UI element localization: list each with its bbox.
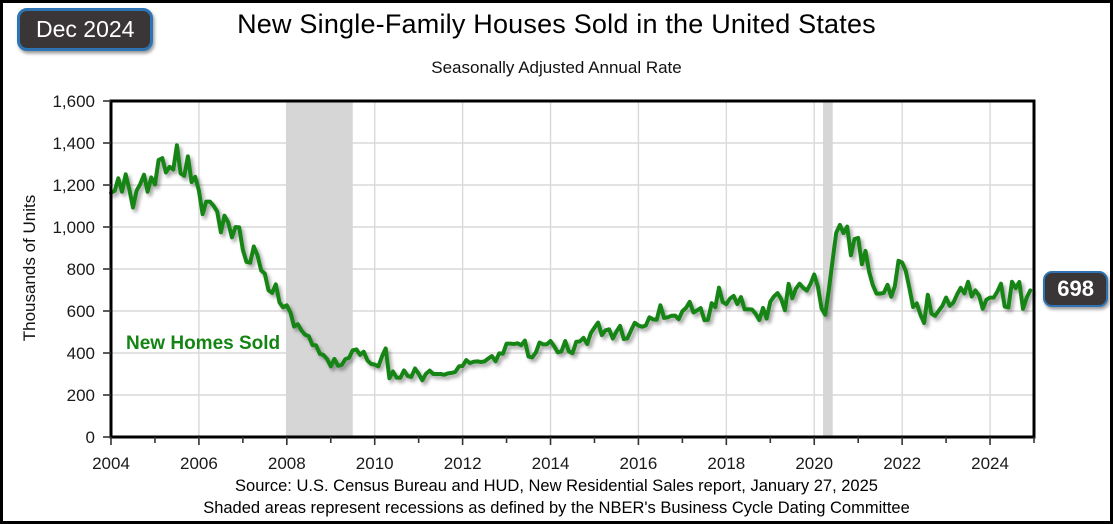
series-label: New Homes Sold: [126, 333, 281, 354]
x-tick-label: 2008: [268, 454, 306, 473]
y-tick-label: 1,600: [52, 92, 95, 111]
y-tick-label: 1,000: [52, 218, 95, 237]
y-tick-label: 200: [67, 386, 95, 405]
y-tick-label: 1,200: [52, 176, 95, 195]
chart-subtitle: Seasonally Adjusted Annual Rate: [431, 58, 682, 77]
y-tick-label: 400: [67, 344, 95, 363]
data-line: [109, 143, 1033, 383]
x-tick-label: 2024: [971, 454, 1009, 473]
date-badge: Dec 2024: [17, 8, 154, 51]
y-tick-label: 1,400: [52, 134, 95, 153]
x-tick-label: 2018: [707, 454, 745, 473]
x-tick-label: 2004: [92, 454, 130, 473]
y-tick-label: 0: [86, 428, 95, 447]
x-tick-label: 2020: [795, 454, 833, 473]
chart-title: New Single-Family Houses Sold in the Uni…: [237, 9, 876, 39]
x-tick-label: 2014: [532, 454, 570, 473]
x-tick-label: 2006: [180, 454, 218, 473]
latest-value-badge: 698: [1043, 271, 1108, 307]
source-note: Source: U.S. Census Bureau and HUD, New …: [235, 477, 878, 495]
x-tick-label: 2016: [620, 454, 658, 473]
recession-band: [823, 102, 833, 436]
recession-band: [285, 102, 353, 436]
y-tick-label: 800: [67, 260, 95, 279]
x-tick-label: 2022: [883, 454, 921, 473]
y-tick-label: 600: [67, 302, 95, 321]
x-tick-label: 2012: [444, 454, 482, 473]
x-tick-label: 2010: [356, 454, 394, 473]
recession-note: Shaded areas represent recessions as def…: [203, 499, 910, 517]
